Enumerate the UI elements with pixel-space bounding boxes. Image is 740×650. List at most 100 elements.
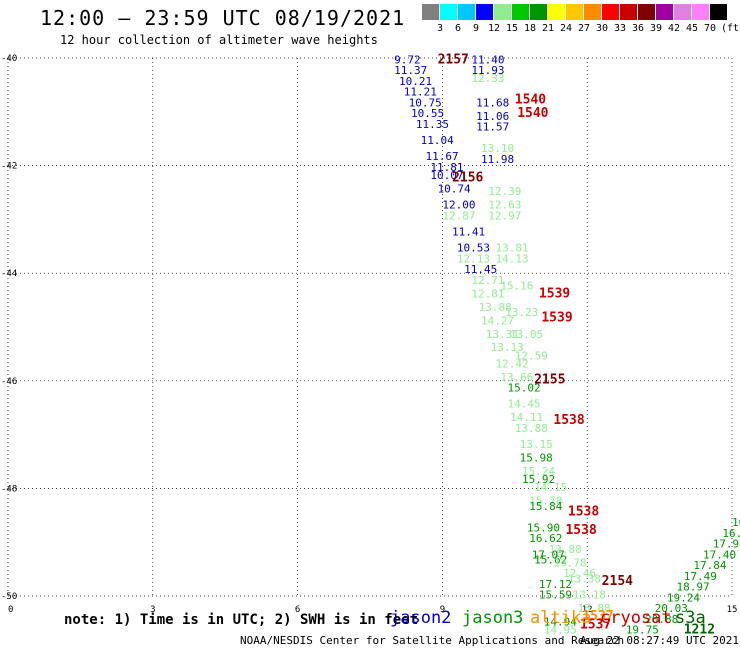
- orbit-number-label: 2154: [602, 574, 633, 589]
- orbit-number-label: 1538: [568, 504, 599, 519]
- x-tick-label: 15: [727, 605, 738, 615]
- wave-height-label: 19.24: [667, 591, 700, 604]
- credit-line: NOAA/NESDIS Center for Satellite Applica…: [240, 634, 625, 647]
- wave-height-label: 10.75: [409, 96, 442, 109]
- wave-height-label: 18.97: [676, 581, 709, 594]
- color-scale-unit: (ft): [720, 23, 740, 34]
- wave-height-label: 16: [732, 516, 740, 529]
- orbit-number-label: 1537: [582, 609, 613, 624]
- wave-height-label: 13.88: [479, 301, 512, 314]
- color-swatch: [638, 4, 655, 20]
- wave-height-label: 15.16: [500, 279, 533, 292]
- color-scale-label: 21: [541, 23, 555, 34]
- x-tick-label: 9: [440, 605, 445, 615]
- wave-height-label: 14.27: [481, 314, 514, 327]
- color-swatch: [494, 4, 511, 20]
- color-scale-label: 27: [577, 23, 591, 34]
- wave-height-label: 11.37: [394, 64, 427, 77]
- satellite-legend-altika: altika: [530, 608, 592, 628]
- color-swatch: [422, 4, 439, 20]
- wave-height-label: 10.74: [438, 183, 471, 196]
- orbit-number-label: 1212: [684, 623, 715, 638]
- wave-height-label: 15.78: [529, 495, 562, 508]
- wave-height-label: 10.55: [411, 107, 444, 120]
- x-tick-label: 3: [150, 605, 155, 615]
- y-tick-label: -44: [1, 269, 17, 279]
- color-scale-label: 45: [685, 23, 699, 34]
- color-swatch: [566, 4, 583, 20]
- wave-height-label: 12.97: [488, 209, 521, 222]
- wave-height-label: 17.40: [703, 548, 736, 561]
- wave-height-label: 13.88: [515, 422, 548, 435]
- orbit-number-label: 2156: [452, 171, 483, 186]
- wave-height-label: 11.67: [426, 150, 459, 163]
- wave-height-label: 13.18: [573, 589, 606, 602]
- wave-height-label: 12.81: [471, 287, 504, 300]
- wave-height-label: 15.84: [529, 500, 562, 513]
- color-swatch: [548, 4, 565, 20]
- map-grid: [7, 57, 733, 597]
- wave-height-label: 15.02: [508, 382, 541, 395]
- wave-height-label: 19.75: [626, 624, 659, 637]
- wave-height-label: 15.90: [527, 521, 560, 534]
- color-swatch: [440, 4, 457, 20]
- y-tick-label: -42: [1, 162, 17, 172]
- wave-height-label: 11.68: [476, 96, 509, 109]
- x-tick-label: 0: [8, 605, 13, 615]
- wave-height-label: 15.98: [520, 452, 553, 465]
- y-tick-label: -48: [1, 484, 17, 494]
- color-scale-label: 9: [472, 23, 480, 34]
- color-swatch: [620, 4, 637, 20]
- satellite-legend-s3a: s3a: [675, 608, 706, 628]
- orbit-number-label: 1540: [515, 93, 546, 108]
- wave-height-label: 20.03: [655, 602, 688, 615]
- wave-height-label: 14.95: [544, 624, 577, 637]
- wave-height-label: 12.42: [495, 357, 528, 370]
- wave-height-label: 13.05: [510, 328, 543, 341]
- orbit-number-label: 2155: [534, 372, 565, 387]
- wave-height-label: 17.98: [713, 538, 740, 551]
- wave-height-label: 14.11: [510, 411, 543, 424]
- wave-height-label: 11.06: [476, 110, 509, 123]
- color-scale-label: 12: [487, 23, 501, 34]
- wave-height-label: 15.92: [522, 473, 555, 486]
- wave-height-label: 13.66: [500, 371, 533, 384]
- color-scale-label: 3: [436, 23, 444, 34]
- x-tick-label: 12: [582, 605, 593, 615]
- color-swatch: [692, 4, 709, 20]
- color-scale-label: 70: [703, 23, 717, 34]
- wave-height-label: 13.10: [481, 142, 514, 155]
- color-scale-label: 24: [559, 23, 573, 34]
- color-swatch: [476, 4, 493, 20]
- wave-height-label: 12.59: [515, 349, 548, 362]
- color-scale-label: 18: [523, 23, 537, 34]
- wave-height-label: 12.46: [563, 567, 596, 580]
- orbit-number-label: 1539: [539, 286, 570, 301]
- wave-height-label: 14.94: [544, 616, 577, 629]
- wave-height-label: 14.45: [508, 398, 541, 411]
- x-tick-label: 6: [295, 605, 300, 615]
- wave-height-label: 14.13: [495, 252, 528, 265]
- color-swatch: [656, 4, 673, 20]
- wave-height-label: 14.15: [534, 481, 567, 494]
- wave-height-label: 13.23: [505, 306, 538, 319]
- y-tick-label: -40: [1, 54, 17, 64]
- wave-height-label: 11.21: [404, 86, 437, 99]
- wave-height-label: 12.87: [442, 209, 475, 222]
- satellite-legend-cryosat: cryosat: [600, 608, 672, 628]
- wave-height-label: 12.13: [457, 252, 490, 265]
- wave-height-label: 12.33: [471, 72, 504, 85]
- color-scale-label: 33: [613, 23, 627, 34]
- color-swatch: [710, 4, 727, 20]
- color-scale-label: 42: [667, 23, 681, 34]
- wave-height-label: 11.40: [471, 53, 504, 66]
- wave-height-label: 17.49: [684, 570, 717, 583]
- wave-height-label: 11.98: [481, 153, 514, 166]
- wave-height-label: 17.84: [693, 559, 726, 572]
- wave-height-label: 13.38: [568, 573, 601, 586]
- color-swatch: [602, 4, 619, 20]
- chart-title: 12:00 – 23:59 UTC 08/19/2021: [40, 6, 406, 30]
- wave-height-label: 17.07: [532, 548, 565, 561]
